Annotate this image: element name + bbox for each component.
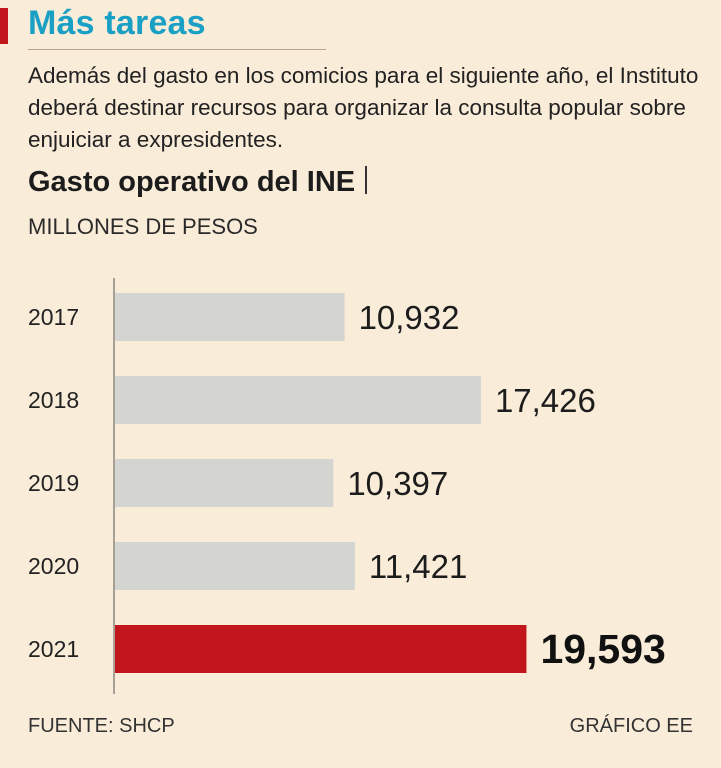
bar-2017 — [115, 293, 345, 341]
graphic-credit: GRÁFICO EE — [569, 715, 693, 737]
chart-title-text: Gasto operativo del INE — [28, 166, 356, 198]
source-note: FUENTE: SHCP — [28, 715, 175, 737]
value-label-2017: 10,932 — [359, 299, 460, 336]
chart-units: MILLONES DE PESOS — [28, 214, 258, 239]
value-label-2020: 11,421 — [369, 548, 467, 585]
year-label-2018: 2018 — [28, 387, 79, 413]
value-label-2019: 10,397 — [347, 465, 448, 502]
value-label-2018: 17,426 — [495, 382, 596, 419]
bar-2020 — [115, 542, 355, 590]
bar-2018 — [115, 376, 481, 424]
chart-title: Gasto operativo del INE — [28, 166, 368, 199]
headline-accent-bar — [0, 8, 8, 44]
year-label-2020: 2020 — [28, 553, 79, 579]
bar-2021 — [115, 625, 527, 673]
intro-text: Además del gasto en los comicios para el… — [28, 63, 699, 152]
value-label-2021: 19,593 — [540, 626, 665, 672]
headline: Más tareas — [28, 4, 206, 42]
bar-chart: 2017 10,932 2018 17,426 2019 10,397 2020 11,421… — [28, 278, 666, 694]
year-label-2021: 2021 — [28, 636, 79, 662]
year-label-2019: 2019 — [28, 470, 79, 496]
headline-divider — [28, 49, 326, 50]
bar-2019 — [115, 459, 334, 507]
year-label-2017: 2017 — [28, 304, 79, 330]
title-separator — [365, 166, 368, 194]
